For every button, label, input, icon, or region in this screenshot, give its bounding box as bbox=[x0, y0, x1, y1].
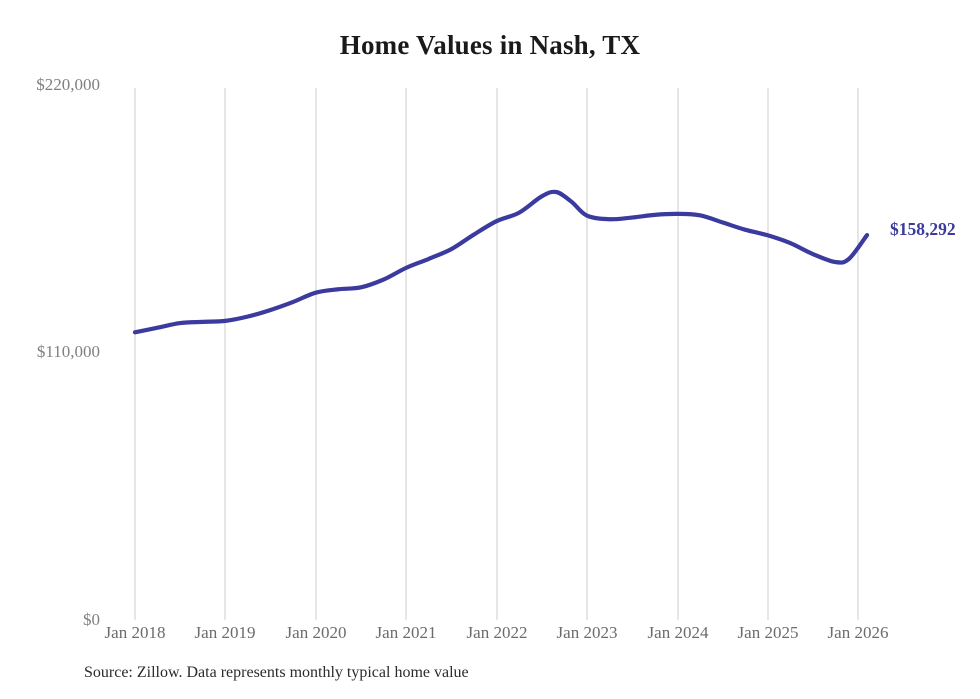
x-axis-tick-jan-2021: Jan 2021 bbox=[375, 623, 437, 642]
source-footnote: Source: Zillow. Data represents monthly … bbox=[84, 664, 469, 681]
x-axis-tick-jan-2022: Jan 2022 bbox=[466, 623, 528, 642]
x-axis-tick-jan-2019: Jan 2019 bbox=[194, 623, 256, 642]
series-line-typical-home-value bbox=[132, 189, 870, 335]
x-axis-tick-jan-2023: Jan 2023 bbox=[556, 623, 618, 642]
chart-title: Home Values in Nash, TX bbox=[339, 30, 641, 60]
x-axis-tick-jan-2026: Jan 2026 bbox=[827, 623, 889, 642]
x-axis-tick-jan-2018: Jan 2018 bbox=[104, 623, 166, 642]
x-axis-tick-jan-2025: Jan 2025 bbox=[737, 623, 799, 642]
vertical-gridlines bbox=[134, 88, 859, 620]
y-axis-tick-bottom: $0 bbox=[83, 610, 100, 629]
x-axis-tick-jan-2024: Jan 2024 bbox=[647, 623, 709, 642]
y-axis-tick-top: $220,000 bbox=[36, 75, 100, 94]
y-axis-tick-mid: $110,000 bbox=[36, 342, 100, 361]
end-value-label: $158,292 bbox=[890, 219, 956, 239]
x-axis-tick-jan-2020: Jan 2020 bbox=[285, 623, 347, 642]
